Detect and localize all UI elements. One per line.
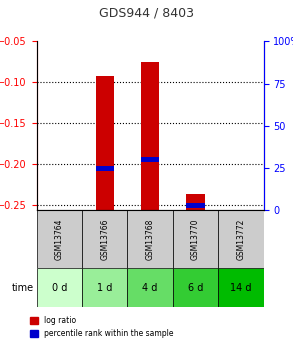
Bar — [218, 210, 264, 268]
Bar — [173, 268, 218, 307]
Text: GSM13770: GSM13770 — [191, 219, 200, 260]
Text: 14 d: 14 d — [230, 283, 252, 293]
Text: GSM13766: GSM13766 — [100, 219, 109, 260]
Bar — [37, 210, 82, 268]
Bar — [218, 268, 264, 307]
Bar — [127, 268, 173, 307]
Text: time: time — [12, 283, 34, 293]
Bar — [127, 210, 173, 268]
Text: GDS944 / 8403: GDS944 / 8403 — [99, 7, 194, 20]
Text: 0 d: 0 d — [52, 283, 67, 293]
Text: GSM13768: GSM13768 — [146, 219, 155, 260]
Bar — [141, 157, 159, 162]
Text: 6 d: 6 d — [188, 283, 203, 293]
Text: GSM13772: GSM13772 — [236, 219, 246, 260]
Text: 4 d: 4 d — [142, 283, 158, 293]
Text: 1 d: 1 d — [97, 283, 113, 293]
Bar — [96, 76, 114, 210]
Bar — [82, 210, 127, 268]
Bar — [173, 210, 218, 268]
Bar — [186, 194, 205, 210]
Legend: log ratio, percentile rank within the sample: log ratio, percentile rank within the sa… — [27, 313, 177, 341]
Bar — [186, 203, 205, 208]
Bar — [37, 268, 82, 307]
Text: GSM13764: GSM13764 — [55, 219, 64, 260]
Bar — [96, 166, 114, 171]
Bar — [141, 62, 159, 210]
Bar — [82, 268, 127, 307]
